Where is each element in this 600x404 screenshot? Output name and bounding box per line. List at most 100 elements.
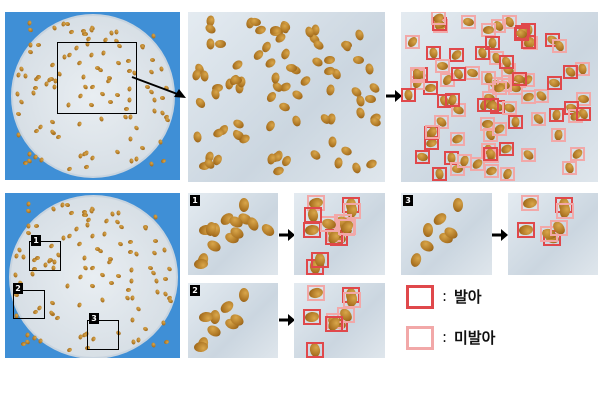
germinated-box: [549, 108, 565, 123]
non-germinated-box: [501, 14, 517, 29]
seed: [310, 56, 325, 69]
seed: [77, 273, 84, 280]
germinated-box: [507, 115, 523, 130]
seed: [38, 156, 45, 163]
seed: [278, 100, 292, 113]
seed: [15, 111, 22, 117]
germinated-box: [516, 222, 535, 239]
seed: [431, 211, 449, 228]
seed: [28, 42, 33, 48]
region-label-1: 1: [31, 235, 41, 246]
seed: [135, 305, 142, 312]
seed: [150, 32, 157, 39]
seed: [68, 28, 75, 35]
seed: [353, 28, 365, 41]
seed: [133, 251, 139, 258]
non-germinated-box: [338, 219, 357, 236]
seed: [311, 38, 326, 52]
non-germinated-box: [306, 285, 325, 302]
seed: [81, 255, 87, 262]
non-germinated-box: [469, 156, 485, 171]
region-3-result: [508, 193, 598, 275]
seed: [50, 205, 57, 212]
region-box-1: [29, 241, 61, 271]
arrow-icon: [386, 90, 402, 102]
region-1-photo: 1: [188, 193, 278, 275]
seed: [163, 117, 171, 124]
arrow-icon: [131, 76, 186, 98]
germinated-box: [401, 87, 417, 102]
seed: [148, 161, 155, 168]
seed: [25, 331, 31, 338]
seed: [114, 29, 119, 35]
seed: [16, 132, 22, 138]
seed: [89, 264, 96, 271]
seed: [16, 247, 23, 254]
seed: [364, 94, 377, 104]
seed: [31, 334, 38, 341]
seed: [13, 252, 20, 259]
seed: [51, 24, 58, 31]
seed: [157, 139, 163, 145]
germinated-box: [485, 35, 501, 50]
non-germinated-box: [531, 111, 547, 126]
seed: [117, 223, 125, 230]
seed: [298, 74, 312, 89]
germinated-box: [498, 142, 514, 157]
seed: [127, 239, 134, 244]
germinated-box: [445, 93, 461, 108]
region-box-3: [87, 320, 119, 350]
region-2-photo: 2: [188, 283, 278, 358]
germinated-box: [449, 48, 465, 63]
seed: [76, 241, 83, 248]
seed: [99, 297, 105, 304]
germinated-box: [576, 107, 592, 122]
seed: [355, 95, 366, 108]
seed: [368, 81, 382, 96]
seed: [151, 342, 157, 349]
seed: [68, 209, 75, 216]
non-germinated-box: [556, 202, 575, 219]
seed: [151, 108, 158, 115]
seed: [239, 287, 250, 302]
seed: [125, 288, 132, 293]
panel-label-3: 3: [403, 195, 413, 206]
seed: [18, 98, 25, 105]
detection-result-photo: [401, 12, 598, 182]
seed: [29, 270, 36, 277]
germinated-box: [303, 207, 322, 224]
seed: [154, 278, 160, 285]
seed: [15, 71, 22, 78]
seed: [76, 301, 83, 308]
germinated-legend-label: 발아: [454, 288, 482, 306]
seed: [266, 153, 277, 166]
seed: [134, 156, 139, 162]
seed: [37, 337, 44, 344]
seed: [108, 280, 115, 286]
seed: [290, 114, 303, 128]
seed: [88, 283, 96, 289]
seed: [130, 317, 135, 323]
seed: [159, 66, 165, 73]
seed: [323, 55, 336, 65]
seed: [194, 96, 208, 110]
seed: [152, 239, 158, 244]
seed: [352, 55, 365, 65]
seed: [162, 247, 167, 254]
non-germinated-box: [461, 15, 477, 30]
non-germinated-box: [521, 148, 537, 163]
seed: [49, 119, 57, 126]
seed: [101, 230, 107, 237]
seed: [117, 240, 124, 247]
seed: [128, 267, 134, 274]
panel-label-1: 1: [190, 195, 200, 206]
seed: [160, 158, 167, 164]
germinated-box: [432, 166, 447, 181]
region-label-2: 2: [13, 283, 23, 294]
non-germinated-box: [410, 66, 426, 81]
top-dish-photo: [5, 12, 180, 180]
seed: [408, 251, 423, 268]
germinated-box: [302, 309, 321, 326]
seed: [66, 165, 74, 172]
seed: [129, 295, 135, 302]
